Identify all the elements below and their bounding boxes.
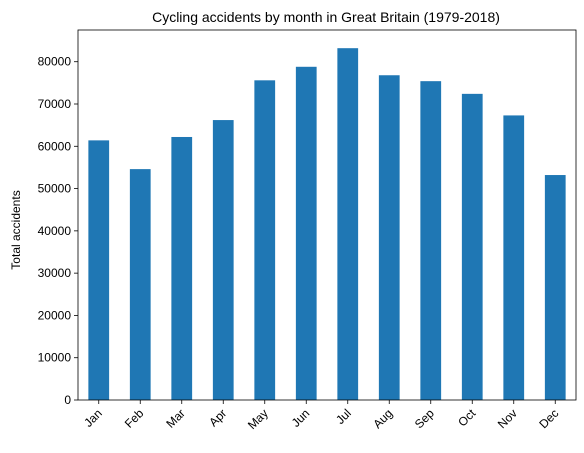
y-tick-label: 60000	[38, 139, 72, 153]
x-tick-label-sep: Sep	[412, 406, 437, 431]
bar-oct	[461, 93, 483, 400]
y-tick-label: 20000	[38, 308, 72, 322]
x-tick-label-dec: Dec	[536, 406, 561, 431]
y-axis-label: Total accidents	[9, 190, 23, 269]
y-tick-label: 40000	[38, 224, 72, 238]
bar-apr	[212, 120, 234, 400]
x-tick-label-apr: Apr	[206, 406, 229, 429]
x-tick-label-nov: Nov	[495, 406, 520, 431]
y-tick-label: 10000	[38, 351, 72, 365]
y-tick-label: 50000	[38, 182, 72, 196]
bar-mar	[171, 136, 193, 401]
x-tick-label-mar: Mar	[163, 406, 188, 431]
bar-jun	[295, 66, 317, 400]
bar-sep	[420, 81, 442, 400]
x-tick-label-may: May	[245, 406, 271, 432]
x-tick-label-feb: Feb	[122, 406, 147, 431]
x-tick-label-jul: Jul	[333, 406, 354, 427]
bar-jul	[337, 48, 359, 400]
y-tick-label: 30000	[38, 266, 72, 280]
y-tick-label: 0	[64, 393, 71, 407]
bar-aug	[378, 75, 400, 400]
chart-title: Cycling accidents by month in Great Brit…	[152, 9, 500, 25]
x-tick-label-oct: Oct	[455, 406, 479, 430]
bar-may	[254, 80, 276, 400]
x-tick-label-jan: Jan	[81, 406, 105, 430]
bar-feb	[129, 169, 151, 400]
x-tick-label-jun: Jun	[289, 406, 313, 430]
y-tick-label: 70000	[38, 97, 72, 111]
x-tick-label-aug: Aug	[370, 406, 395, 431]
bar-nov	[503, 115, 525, 400]
plot-area: 0 10000 20000 30000 40000 50000 60000 70000 8000…	[38, 29, 577, 432]
y-tick-label: 80000	[38, 55, 72, 69]
bar-jan	[88, 140, 110, 400]
bar-dec	[544, 175, 566, 400]
plot-frame	[77, 29, 577, 401]
